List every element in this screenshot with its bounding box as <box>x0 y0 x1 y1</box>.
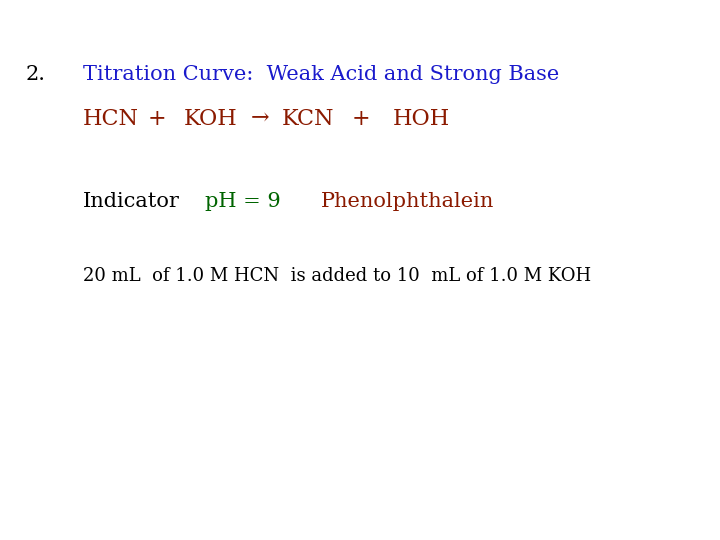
Text: Indicator: Indicator <box>83 192 180 211</box>
Text: Phenolphthalein: Phenolphthalein <box>320 192 494 211</box>
Text: 20 mL  of 1.0 M HCN  is added to 10  mL of 1.0 M KOH: 20 mL of 1.0 M HCN is added to 10 mL of … <box>83 267 591 285</box>
Text: →: → <box>251 108 269 130</box>
Text: Titration Curve:  Weak Acid and Strong Base: Titration Curve: Weak Acid and Strong Ba… <box>83 65 559 84</box>
Text: HOH: HOH <box>392 108 450 130</box>
Text: 2.: 2. <box>25 65 45 84</box>
Text: HCN: HCN <box>83 108 139 130</box>
Text: pH = 9: pH = 9 <box>205 192 281 211</box>
Text: KOH: KOH <box>184 108 238 130</box>
Text: KCN: KCN <box>282 108 335 130</box>
Text: +: + <box>148 108 166 130</box>
Text: +: + <box>351 108 370 130</box>
